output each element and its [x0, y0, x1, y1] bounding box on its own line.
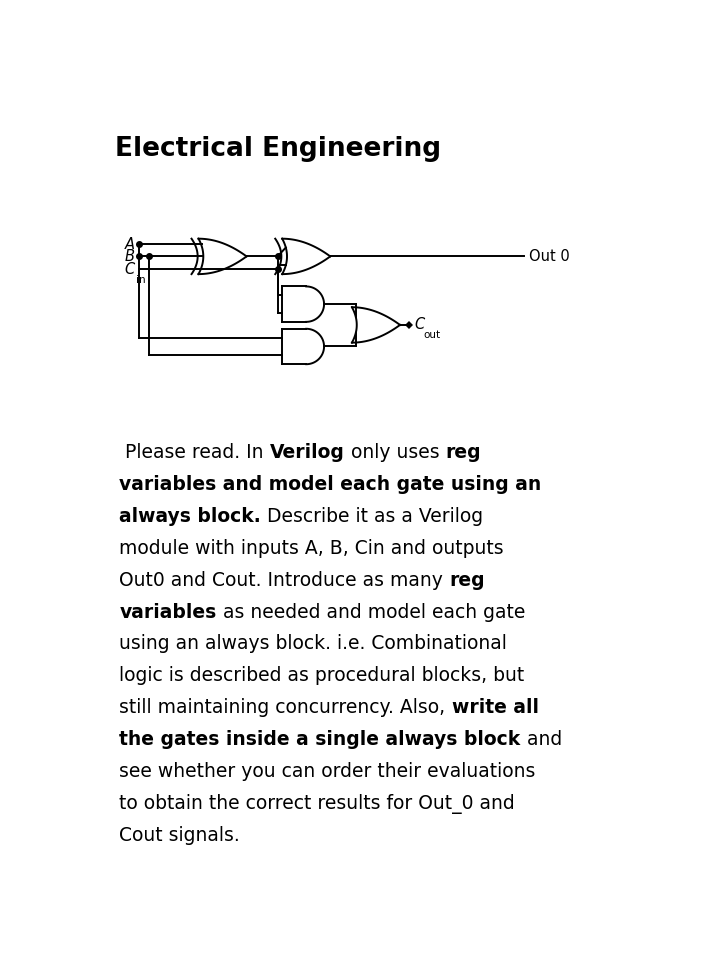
Text: C: C — [125, 262, 135, 277]
Text: variables: variables — [120, 602, 217, 621]
Text: and: and — [521, 730, 562, 750]
Text: the gates inside a single always block: the gates inside a single always block — [120, 730, 521, 750]
Text: using an always block. i.e. Combinational: using an always block. i.e. Combinationa… — [120, 635, 508, 654]
Text: logic is described as procedural blocks, but: logic is described as procedural blocks,… — [120, 666, 525, 685]
Text: out: out — [423, 331, 441, 340]
Text: as needed and model each gate: as needed and model each gate — [217, 602, 525, 621]
Text: reg: reg — [449, 571, 485, 590]
Text: see whether you can order their evaluations: see whether you can order their evaluati… — [120, 762, 536, 781]
Text: Please read. In: Please read. In — [120, 443, 270, 462]
Text: in: in — [136, 275, 145, 285]
Text: Out 0: Out 0 — [528, 249, 570, 264]
Text: still maintaining concurrency. Also,: still maintaining concurrency. Also, — [120, 699, 451, 717]
Text: to obtain the correct results for Out_0 and: to obtain the correct results for Out_0 … — [120, 794, 516, 815]
Text: Describe it as a Verilog: Describe it as a Verilog — [261, 507, 483, 526]
Text: only uses: only uses — [345, 443, 446, 462]
Text: A: A — [125, 236, 135, 251]
Text: Verilog: Verilog — [270, 443, 345, 462]
Text: C: C — [415, 317, 425, 333]
Text: module with inputs A, B, Cin and outputs: module with inputs A, B, Cin and outputs — [120, 538, 504, 557]
Text: B: B — [125, 249, 135, 264]
Text: Electrical Engineering: Electrical Engineering — [114, 137, 441, 163]
Text: write all: write all — [451, 699, 539, 717]
Text: variables and model each gate using an: variables and model each gate using an — [120, 475, 541, 493]
Text: Cout signals.: Cout signals. — [120, 826, 240, 845]
Text: Out0 and Cout. Introduce as many: Out0 and Cout. Introduce as many — [120, 571, 449, 590]
Text: reg: reg — [446, 443, 481, 462]
Text: always block.: always block. — [120, 507, 261, 526]
